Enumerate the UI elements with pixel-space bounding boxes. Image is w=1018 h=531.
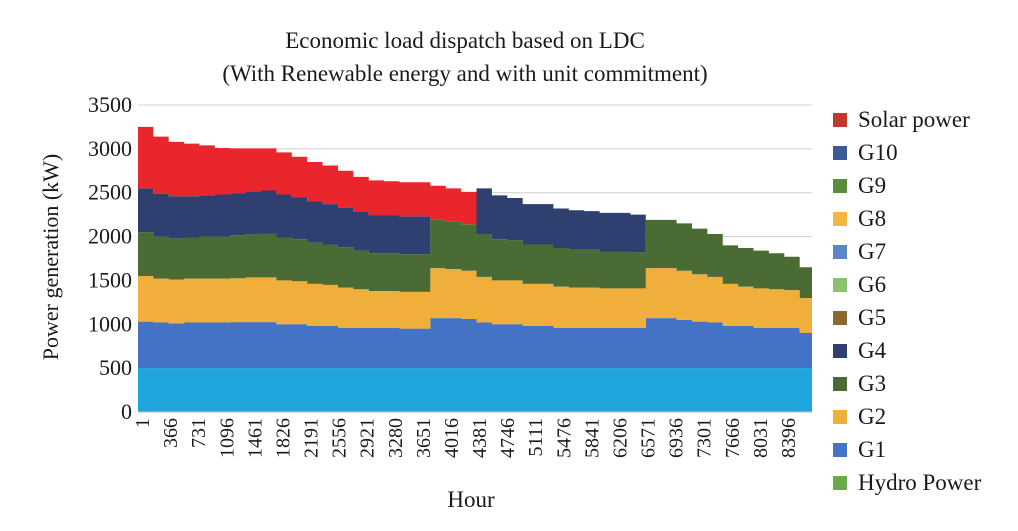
- x-tick-label: 5476: [553, 418, 575, 458]
- legend-swatch: [833, 211, 847, 226]
- legend-item: G10: [833, 136, 981, 169]
- x-tick-label: 3651: [413, 418, 435, 458]
- legend-item: G5: [833, 301, 981, 334]
- legend-swatch: [833, 112, 847, 127]
- legend-swatch: [833, 310, 847, 325]
- stacked-areas: [138, 126, 812, 412]
- x-tick-label: 8396: [778, 418, 800, 458]
- legend-label: G3: [858, 370, 887, 396]
- legend-item: Hydro Power: [833, 466, 981, 499]
- legend-item: G7: [833, 235, 981, 268]
- chart-title-line-1: Economic load dispatch based on LDC: [285, 28, 645, 53]
- x-tick-label: 2191: [301, 418, 323, 458]
- area-series-g3: [138, 219, 812, 298]
- legend-item: G9: [833, 169, 981, 202]
- y-tick-label: 1500: [88, 267, 132, 292]
- x-tick-label: 6936: [666, 418, 688, 458]
- x-tick-label: 2921: [357, 418, 379, 458]
- chart-title: Economic load dispatch based on LDC (Wit…: [130, 24, 800, 90]
- legend-item: G4: [833, 334, 981, 367]
- area-series-g4: [138, 188, 812, 276]
- area-series-g1: [138, 318, 812, 369]
- legend-label: G4: [858, 337, 887, 363]
- x-tick-label: 731: [188, 418, 210, 448]
- legend-item: G6: [833, 268, 981, 301]
- x-tick-label: 4381: [469, 418, 491, 458]
- area-series-g2: [138, 268, 812, 334]
- x-tick-label: 1: [132, 418, 154, 428]
- legend-item: G1: [833, 433, 981, 466]
- area-series-solar-power: [138, 126, 812, 276]
- area-series-hydro-power: [138, 368, 812, 412]
- x-tick-label: 2556: [329, 418, 351, 458]
- axes: 0 500 1000 1500 2000 2500 3000 3500 1 366 731 1096 1…: [88, 92, 812, 458]
- y-tick-label: 2500: [88, 180, 132, 205]
- chart-title-line-2: (With Renewable energy and with unit com…: [222, 61, 708, 86]
- legend-swatch: [833, 145, 847, 160]
- y-tick-label: 1000: [88, 311, 132, 336]
- x-tick-label: 8031: [750, 418, 772, 458]
- legend-label: G5: [858, 304, 887, 330]
- legend: Solar power G10 G9 G8 G7 G6 G5 G4 G3 G2 G1 Hydro Po…: [833, 103, 981, 499]
- x-tick-label: 7301: [694, 418, 716, 458]
- legend-label: G8: [858, 205, 887, 231]
- legend-item: G3: [833, 367, 981, 400]
- legend-swatch: [833, 178, 847, 193]
- legend-label: Hydro Power: [858, 469, 982, 495]
- y-tick-label: 0: [121, 399, 132, 424]
- legend-item: Solar power: [833, 103, 981, 136]
- x-tick-label: 7666: [722, 418, 744, 458]
- legend-label: G2: [858, 403, 887, 429]
- legend-swatch: [833, 409, 847, 424]
- legend-item: G2: [833, 400, 981, 433]
- x-tick-label: 3280: [385, 418, 407, 458]
- legend-swatch: [833, 475, 847, 490]
- y-axis-label: Power generation (kW): [38, 154, 63, 360]
- x-axis-label: Hour: [447, 487, 495, 512]
- legend-label: G6: [858, 271, 887, 297]
- legend-label: G7: [858, 238, 887, 264]
- legend-label: Solar power: [858, 106, 970, 132]
- legend-label: G9: [858, 172, 887, 198]
- legend-swatch: [833, 442, 847, 457]
- y-tick-label: 2000: [88, 224, 132, 249]
- x-tick-label: 366: [160, 418, 182, 448]
- legend-swatch: [833, 244, 847, 259]
- x-tick-label: 1096: [216, 418, 238, 458]
- x-tick-label: 4746: [497, 418, 519, 458]
- y-tick-label: 500: [99, 355, 132, 380]
- y-tick-label: 3500: [88, 92, 132, 117]
- x-tick-label: 4016: [441, 418, 463, 458]
- legend-label: G1: [858, 436, 887, 462]
- x-tick-label: 5111: [525, 418, 547, 457]
- x-tick-label: 6206: [609, 418, 631, 458]
- x-tick-label: 6571: [638, 418, 660, 458]
- y-tick-label: 3000: [88, 136, 132, 161]
- legend-item: G8: [833, 202, 981, 235]
- legend-swatch: [833, 343, 847, 358]
- x-tick-label: 1826: [272, 418, 294, 458]
- x-tick-label: 5841: [581, 418, 603, 458]
- legend-label: G10: [858, 139, 898, 165]
- legend-swatch: [833, 277, 847, 292]
- x-tick-label: 1461: [244, 418, 266, 458]
- legend-swatch: [833, 376, 847, 391]
